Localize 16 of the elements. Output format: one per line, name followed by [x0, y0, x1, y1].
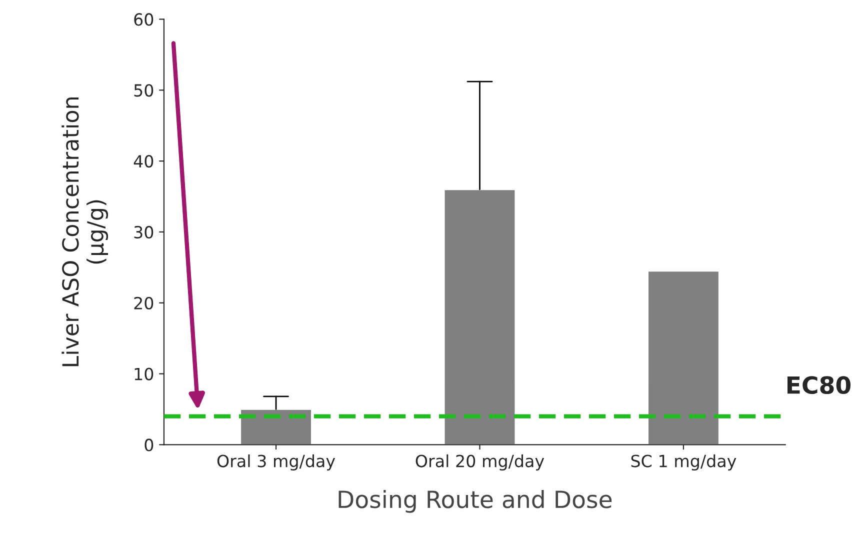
x-tick-label: Oral 3 mg/day: [217, 454, 336, 471]
x-axis-title: Dosing Route and Dose: [338, 490, 612, 513]
x-tick-label: SC 1 mg/day: [631, 454, 736, 471]
y-axis-title: Liver ASO Concentration (µg/g): [62, 98, 108, 366]
y-tick-label: 10: [134, 368, 154, 380]
y-tick-label: 40: [134, 155, 154, 168]
y-tick-label: 50: [134, 84, 154, 97]
bar: [647, 270, 720, 445]
bar: [240, 408, 312, 445]
y-tick-label: 30: [134, 226, 154, 239]
y-tick-label: 60: [134, 13, 154, 26]
y-tick-label: 20: [134, 296, 154, 310]
ref-line-label: EC80: [788, 376, 851, 394]
y-tick-label: 0: [144, 438, 154, 452]
bar: [443, 188, 516, 445]
x-tick-label: Oral 20 mg/day: [416, 454, 544, 471]
